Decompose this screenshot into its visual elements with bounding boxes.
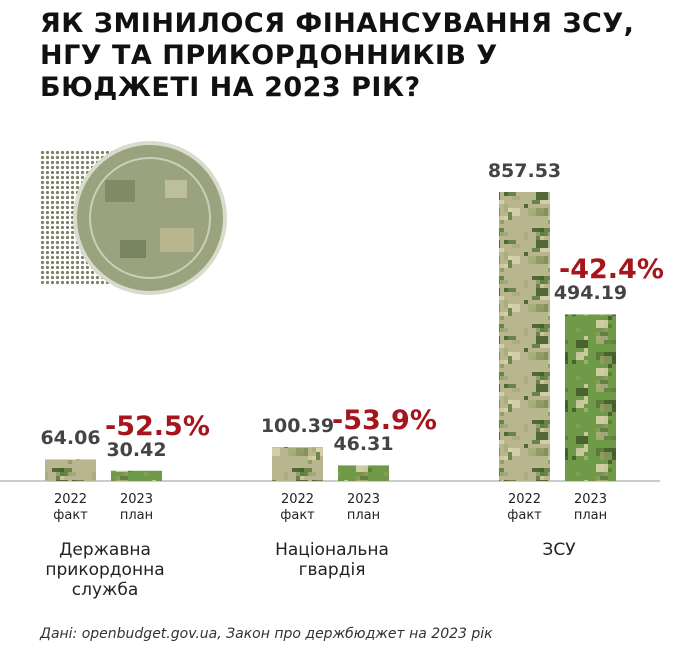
coin-illustration — [40, 141, 227, 295]
series-label: 2023 план — [573, 492, 608, 523]
series-label: 2023 план — [119, 492, 154, 523]
value-label: 30.42 — [106, 438, 167, 461]
category-label: Державна прикордонна служба — [45, 540, 165, 600]
change-label: -53.9% — [332, 405, 437, 437]
title: Як змінилося фінансування ЗСУ, НГУ та пр… — [40, 8, 635, 103]
bar — [499, 192, 550, 481]
series-label: 2022 факт — [53, 492, 88, 523]
value-label: 494.19 — [553, 282, 628, 305]
coin — [73, 141, 227, 295]
value-label: 100.39 — [260, 415, 335, 438]
value-label: 46.31 — [333, 433, 394, 456]
category-label: ЗСУ — [542, 540, 576, 560]
change-label: -52.5% — [105, 410, 210, 442]
series-label: 2022 факт — [280, 492, 315, 523]
bar — [565, 314, 616, 481]
series-label: 2022 факт — [507, 492, 542, 523]
change-label: -42.4% — [559, 254, 664, 286]
coin-ring — [89, 157, 211, 279]
series-label: 2023 план — [346, 492, 381, 523]
value-label: 857.53 — [487, 160, 562, 182]
category-label: Національна гвардія — [275, 540, 389, 580]
bar — [338, 465, 389, 481]
bar — [272, 447, 323, 481]
source: Дані: openbudget.gov.ua, Закон про держб… — [40, 626, 493, 642]
bar — [45, 459, 96, 481]
bar — [111, 470, 162, 481]
value-label: 64.06 — [40, 427, 101, 450]
